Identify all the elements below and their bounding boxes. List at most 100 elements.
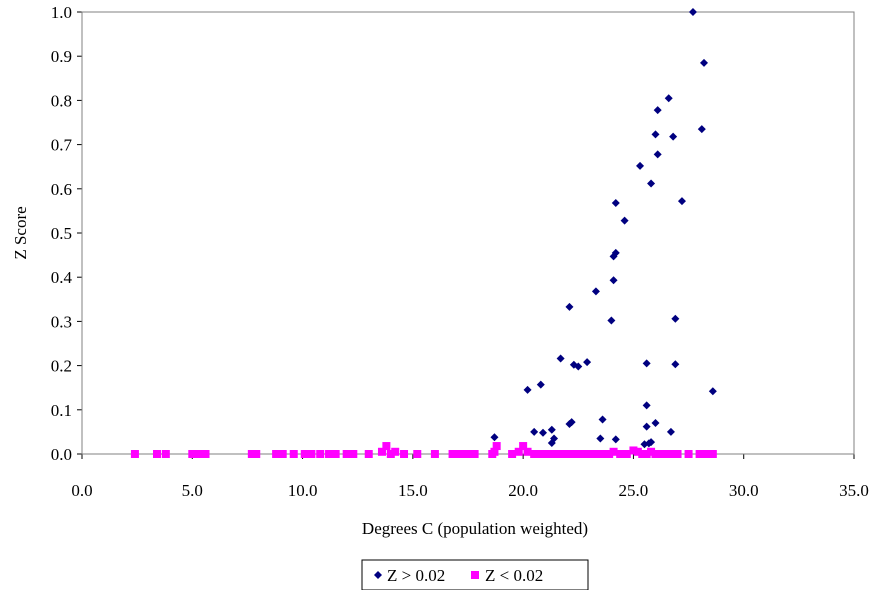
data-point-series-2 (541, 450, 550, 458)
data-point-series-1 (598, 415, 607, 424)
data-point-series-1 (653, 150, 662, 159)
data-point-series-2 (669, 450, 678, 458)
data-point-series-2 (457, 450, 466, 458)
data-point-series-2 (558, 450, 567, 458)
data-point-series-1 (651, 130, 660, 139)
y-tick-label: 0.4 (51, 268, 73, 287)
y-tick-label: 0.9 (51, 47, 72, 66)
data-point-series-1 (490, 433, 499, 442)
x-tick-label: 15.0 (398, 481, 428, 500)
y-tick-label: 0.5 (51, 224, 72, 243)
data-point-series-1 (536, 380, 545, 389)
data-point-series-2 (519, 442, 528, 451)
data-point-series-2 (331, 450, 340, 458)
data-point-series-2 (325, 450, 334, 458)
data-point-series-2 (448, 450, 457, 458)
data-point-series-1 (547, 438, 556, 447)
data-point-series-2 (307, 450, 316, 458)
data-point-series-2 (386, 450, 395, 458)
data-point-series-1 (642, 401, 651, 410)
data-point-series-2 (490, 447, 499, 456)
data-point-series-1 (609, 252, 618, 261)
data-point-series-2 (342, 450, 351, 458)
data-point-series-2 (452, 450, 461, 458)
data-point-series-2 (289, 450, 298, 458)
data-point-series-1 (583, 358, 592, 367)
data-point-series-2 (161, 450, 170, 458)
data-point-series-2 (647, 447, 656, 456)
data-point-series-1 (708, 387, 717, 396)
data-point-series-1 (611, 435, 620, 444)
legend-label-series-1: Z > 0.02 (387, 566, 445, 585)
legend-marker-diamond (374, 571, 382, 579)
data-point-series-1 (647, 179, 656, 188)
data-point-series-2 (349, 450, 358, 458)
data-point-series-2 (536, 450, 545, 458)
x-tick-label: 0.0 (71, 481, 92, 500)
y-axis: 0.0 0.1 0.2 0.3 0.4 0.5 0.6 0.7 0.8 0.9 1.0 (51, 3, 82, 464)
data-point-series-2 (523, 447, 532, 456)
data-point-series-1 (651, 419, 660, 428)
y-tick-label: 0.2 (51, 357, 72, 376)
data-point-series-2 (655, 450, 664, 458)
data-point-series-1 (636, 161, 645, 170)
x-tick-label: 35.0 (839, 481, 869, 500)
data-point-series-2 (591, 450, 600, 458)
data-point-series-1 (697, 125, 706, 134)
data-point-series-1 (538, 428, 547, 437)
x-tick-label: 5.0 (182, 481, 203, 500)
x-tick-label: 30.0 (729, 481, 759, 500)
data-point-series-2 (530, 450, 539, 458)
data-point-series-2 (400, 450, 409, 458)
plot-area-border (81, 11, 855, 455)
data-point-series-2 (382, 442, 391, 451)
data-point-series-2 (252, 450, 261, 458)
data-point-series-2 (662, 450, 671, 458)
data-point-series-1 (664, 94, 673, 103)
data-point-series-2 (651, 450, 660, 458)
data-point-series-2 (470, 450, 479, 458)
data-point-series-2 (377, 447, 386, 456)
x-axis: 0.0 5.0 10.0 15.0 20.0 25.0 30.0 35.0 (71, 454, 869, 500)
y-tick-label: 0.0 (51, 445, 72, 464)
data-point-series-2 (702, 450, 711, 458)
data-point-series-2 (413, 450, 422, 458)
data-point-series-2 (508, 450, 517, 458)
y-tick-label: 0.8 (51, 91, 72, 110)
data-point-series-2 (622, 450, 631, 458)
data-point-series-2 (642, 450, 651, 458)
data-point-series-2 (492, 442, 501, 451)
data-point-series-1 (530, 427, 539, 436)
x-tick-label: 25.0 (619, 481, 649, 500)
y-tick-label: 0.3 (51, 312, 72, 331)
data-point-series-1 (700, 58, 709, 67)
data-point-series-2 (194, 450, 203, 458)
data-point-series-1 (596, 434, 605, 443)
data-point-series-1 (565, 302, 574, 311)
data-points (130, 8, 717, 458)
data-point-series-2 (547, 450, 556, 458)
data-point-series-2 (708, 450, 717, 458)
data-point-series-2 (633, 447, 642, 456)
data-point-series-2 (684, 450, 693, 458)
data-point-series-1 (547, 425, 556, 434)
data-point-series-2 (300, 450, 309, 458)
y-tick-label: 1.0 (51, 3, 72, 22)
data-point-series-1 (666, 427, 675, 436)
data-point-series-1 (642, 359, 651, 368)
data-point-series-2 (563, 450, 572, 458)
data-point-series-1 (669, 132, 678, 141)
data-point-series-1 (611, 198, 620, 207)
data-point-series-2 (514, 447, 523, 456)
data-point-series-2 (188, 450, 197, 458)
data-point-series-2 (616, 450, 625, 458)
data-point-series-2 (391, 447, 400, 456)
data-point-series-2 (580, 450, 589, 458)
y-tick-label: 0.1 (51, 401, 72, 420)
data-point-series-2 (695, 450, 704, 458)
data-point-series-2 (673, 450, 682, 458)
data-point-series-1 (574, 362, 583, 371)
data-point-series-1 (556, 354, 565, 363)
legend-label-series-2: Z < 0.02 (485, 566, 543, 585)
